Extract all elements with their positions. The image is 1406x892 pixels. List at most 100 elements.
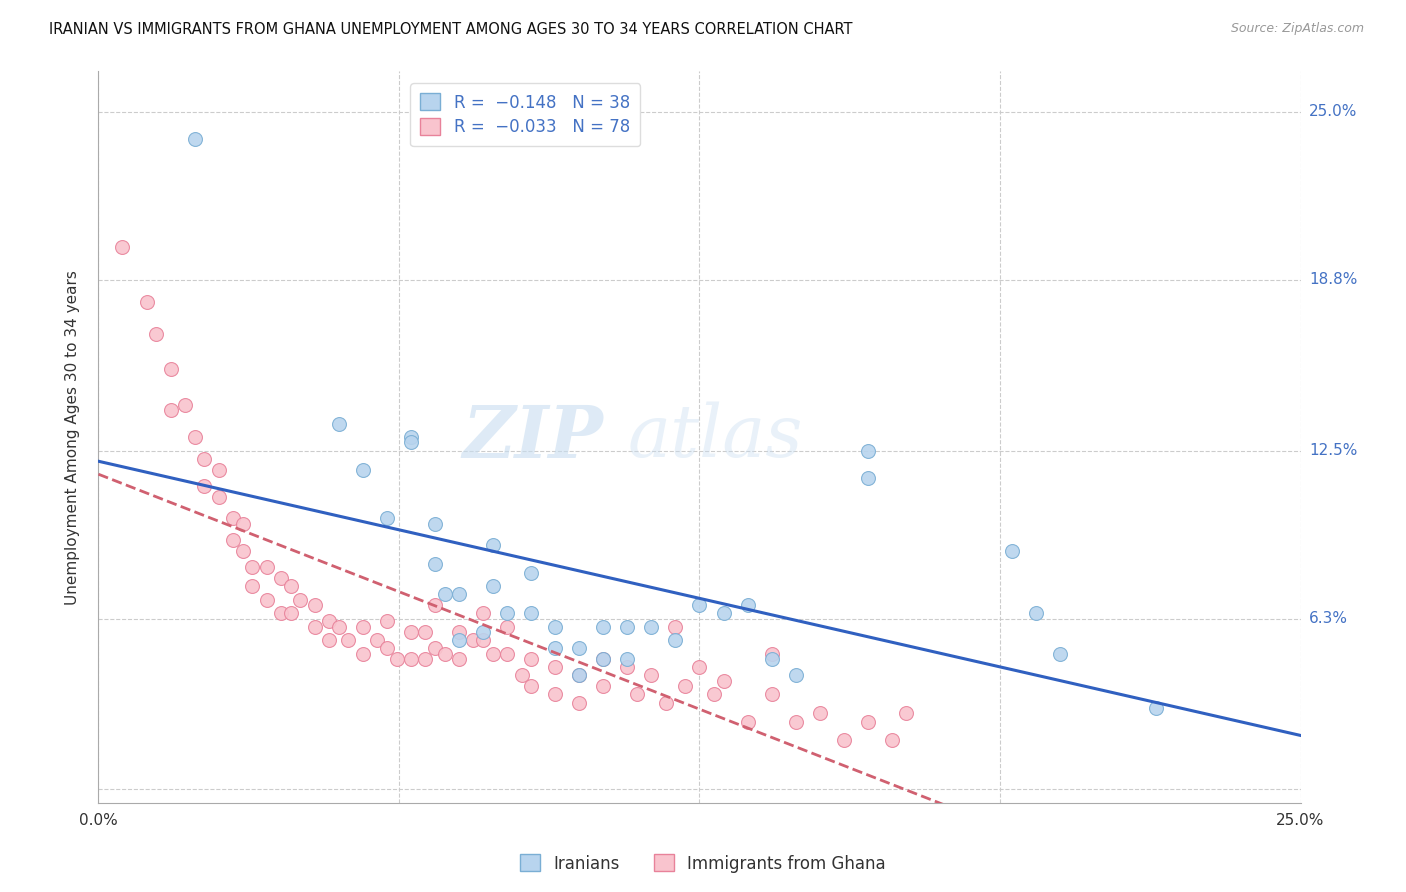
Point bbox=[568, 696, 591, 710]
Point bbox=[785, 668, 807, 682]
Point bbox=[375, 511, 398, 525]
Point bbox=[688, 598, 710, 612]
Point bbox=[385, 652, 408, 666]
Point bbox=[433, 587, 456, 601]
Point bbox=[270, 571, 292, 585]
Point bbox=[616, 652, 638, 666]
Point bbox=[318, 615, 340, 629]
Point bbox=[145, 327, 167, 342]
Point bbox=[423, 598, 446, 612]
Point bbox=[232, 516, 254, 531]
Point bbox=[193, 451, 215, 466]
Point bbox=[472, 625, 495, 640]
Point bbox=[159, 403, 181, 417]
Text: atlas: atlas bbox=[627, 401, 803, 473]
Point bbox=[280, 606, 302, 620]
Point bbox=[785, 714, 807, 729]
Point bbox=[544, 620, 567, 634]
Legend: Iranians, Immigrants from Ghana: Iranians, Immigrants from Ghana bbox=[513, 847, 893, 880]
Point bbox=[703, 688, 725, 702]
Point bbox=[856, 714, 879, 729]
Point bbox=[761, 688, 783, 702]
Point bbox=[280, 579, 302, 593]
Point bbox=[159, 362, 181, 376]
Point bbox=[256, 560, 278, 574]
Point bbox=[111, 240, 134, 254]
Point bbox=[399, 625, 422, 640]
Point bbox=[856, 443, 879, 458]
Point bbox=[256, 592, 278, 607]
Point bbox=[366, 633, 388, 648]
Point bbox=[616, 620, 638, 634]
Point bbox=[520, 606, 543, 620]
Legend: R =  −0.148   N = 38, R =  −0.033   N = 78: R = −0.148 N = 38, R = −0.033 N = 78 bbox=[411, 83, 640, 146]
Point bbox=[880, 733, 903, 747]
Text: 12.5%: 12.5% bbox=[1309, 443, 1357, 458]
Point bbox=[447, 633, 470, 648]
Point bbox=[304, 598, 326, 612]
Point bbox=[761, 647, 783, 661]
Point bbox=[290, 592, 312, 607]
Point bbox=[592, 679, 614, 693]
Point bbox=[592, 620, 614, 634]
Point bbox=[713, 673, 735, 688]
Point bbox=[318, 633, 340, 648]
Point bbox=[1001, 544, 1024, 558]
Point bbox=[240, 560, 263, 574]
Point bbox=[481, 647, 503, 661]
Point bbox=[544, 660, 567, 674]
Point bbox=[337, 633, 360, 648]
Point bbox=[433, 647, 456, 661]
Point bbox=[375, 641, 398, 656]
Point bbox=[496, 606, 519, 620]
Point bbox=[472, 606, 495, 620]
Point bbox=[1144, 701, 1167, 715]
Y-axis label: Unemployment Among Ages 30 to 34 years: Unemployment Among Ages 30 to 34 years bbox=[65, 269, 80, 605]
Point bbox=[808, 706, 831, 721]
Point bbox=[447, 587, 470, 601]
Point bbox=[520, 566, 543, 580]
Point bbox=[896, 706, 918, 721]
Text: Source: ZipAtlas.com: Source: ZipAtlas.com bbox=[1230, 22, 1364, 36]
Point bbox=[640, 668, 662, 682]
Point bbox=[640, 620, 662, 634]
Point bbox=[352, 620, 374, 634]
Point bbox=[399, 435, 422, 450]
Point bbox=[240, 579, 263, 593]
Point bbox=[520, 679, 543, 693]
Point bbox=[544, 641, 567, 656]
Point bbox=[688, 660, 710, 674]
Point bbox=[328, 417, 350, 431]
Point bbox=[664, 620, 686, 634]
Point bbox=[415, 625, 437, 640]
Point bbox=[568, 668, 591, 682]
Point bbox=[423, 516, 446, 531]
Point bbox=[496, 647, 519, 661]
Point bbox=[496, 620, 519, 634]
Point bbox=[415, 652, 437, 666]
Point bbox=[1025, 606, 1047, 620]
Point bbox=[713, 606, 735, 620]
Point bbox=[447, 625, 470, 640]
Point bbox=[423, 558, 446, 572]
Point bbox=[481, 579, 503, 593]
Point bbox=[232, 544, 254, 558]
Point bbox=[193, 479, 215, 493]
Point bbox=[544, 688, 567, 702]
Point bbox=[208, 462, 231, 476]
Point bbox=[447, 652, 470, 666]
Point bbox=[472, 633, 495, 648]
Point bbox=[520, 652, 543, 666]
Point bbox=[399, 430, 422, 444]
Text: 25.0%: 25.0% bbox=[1309, 104, 1357, 120]
Point bbox=[592, 652, 614, 666]
Point bbox=[183, 132, 205, 146]
Point bbox=[174, 398, 197, 412]
Text: ZIP: ZIP bbox=[463, 401, 603, 473]
Text: 6.3%: 6.3% bbox=[1309, 611, 1348, 626]
Point bbox=[304, 620, 326, 634]
Point bbox=[510, 668, 533, 682]
Point bbox=[399, 652, 422, 666]
Point bbox=[626, 688, 648, 702]
Point bbox=[673, 679, 696, 693]
